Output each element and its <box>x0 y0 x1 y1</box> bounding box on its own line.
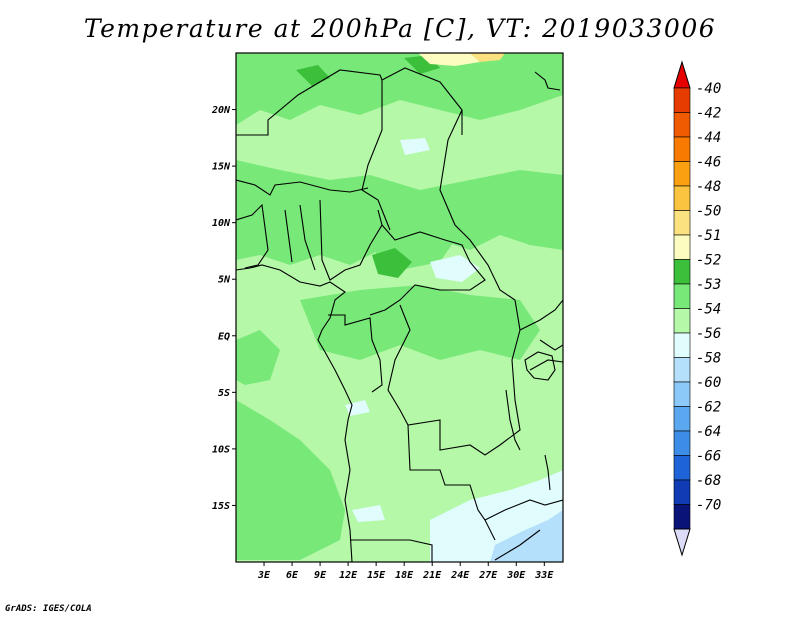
lon-tick-label: 24E <box>450 570 470 581</box>
colorbar-swatch <box>673 332 691 358</box>
colorbar-swatch <box>673 504 691 530</box>
colorbar-label: -44 <box>696 130 721 146</box>
colorbar-swatch <box>673 87 691 113</box>
colorbar-label: -64 <box>696 424 721 440</box>
boundary-southeast <box>484 499 563 561</box>
colorbar-label: -51 <box>696 228 721 244</box>
lat-tick-label: 5S <box>218 388 230 399</box>
colorbar-swatch <box>673 381 691 407</box>
colorbar-swatch <box>673 185 691 211</box>
field-region-56-patch-d <box>352 505 385 522</box>
colorbar-label: -58 <box>696 351 721 367</box>
colorbar-label: -50 <box>696 204 721 220</box>
boundary-benin-togo <box>284 204 316 271</box>
boundary-namibia <box>350 539 433 562</box>
lon-tick-label: 30E <box>506 570 526 581</box>
coastline-gulf-of-guinea <box>236 264 353 562</box>
colorbar-swatch <box>673 210 691 236</box>
colorbar-label: -70 <box>696 498 721 514</box>
colorbar-swatch <box>673 259 691 285</box>
lat-tick-label: 15S <box>212 501 230 512</box>
colorbar: -40 -42 -44 -46 -48 -50 -51 -52 -53 -54 -56 -58 -60 -… <box>673 60 721 557</box>
lon-tick-label: 3E <box>257 570 271 581</box>
colorbar-swatch <box>673 430 691 456</box>
colorbar-label: -48 <box>696 179 721 195</box>
colorbar-swatch <box>673 112 691 138</box>
temperature-field-contours <box>236 53 563 562</box>
coastline-lake-malawi <box>544 454 551 491</box>
lat-tick-label: EQ <box>218 331 230 342</box>
lon-tick-label: 6E <box>286 570 299 581</box>
colorbar-label: -62 <box>696 400 721 416</box>
lon-tick-label: 33E <box>534 570 554 581</box>
colorbar-label: -53 <box>696 277 721 293</box>
boundary-cameroon-car <box>369 224 486 316</box>
colorbar-swatch <box>673 136 691 162</box>
colorbar-swatch <box>673 357 691 383</box>
boundary-sahel-band <box>236 179 369 196</box>
credit-text: GrADS: IGES/COLA <box>5 604 92 614</box>
field-region-52-b <box>372 248 412 278</box>
field-region-58-se <box>490 510 563 562</box>
longitude-axis: 3E 6E 9E 12E 15E 18E 21E 24E 27E 30E 33E <box>257 562 554 581</box>
colorbar-bottom-arrow <box>673 528 691 557</box>
boundary-nigeria <box>319 199 383 281</box>
field-region-53-patch-b <box>440 300 530 340</box>
coastlines <box>236 71 561 562</box>
colorbar-top-arrow <box>673 60 691 89</box>
lat-tick-label: 15N <box>212 162 231 173</box>
field-region-50 <box>470 53 505 62</box>
colorbar-label: -46 <box>696 155 721 171</box>
field-region-56-patch-c <box>400 138 430 155</box>
boundary-angola-zambia <box>407 424 496 541</box>
boundary-sahara-north <box>236 67 463 136</box>
colorbar-swatch <box>673 308 691 334</box>
lon-tick-label: 15E <box>367 570 386 581</box>
colorbar-swatch <box>673 161 691 187</box>
colorbar-label: -40 <box>696 81 721 97</box>
map-panel: 20N 15N 10N 5N EQ 5S 10S 15S 3E 6E 9E 12E 15E 18E 21E… <box>211 52 564 581</box>
field-region-53-sw <box>236 400 345 560</box>
lon-tick-label: 12E <box>339 570 358 581</box>
lat-tick-label: 20N <box>211 105 231 116</box>
colorbar-swatch <box>673 283 691 309</box>
coastline-lake-victoria <box>524 351 556 381</box>
map-title: Temperature at 200hPa [C], VT: 201903300… <box>83 14 717 43</box>
colorbar-label: -52 <box>696 253 721 269</box>
colorbar-swatch <box>673 455 691 481</box>
boundary-east-africa <box>519 299 563 371</box>
colorbar-label: -68 <box>696 473 721 489</box>
colorbar-label: -54 <box>696 302 721 318</box>
field-region-56-patch-a <box>430 255 480 282</box>
latitude-axis: 20N 15N 10N 5N EQ 5S 10S 15S <box>211 105 236 512</box>
boundary-drc <box>387 299 521 456</box>
colorbar-label: -60 <box>696 375 721 391</box>
field-region-53-patch-c <box>236 330 280 385</box>
colorbar-label: -42 <box>696 106 721 122</box>
lon-tick-label: 21E <box>422 570 442 581</box>
colorbar-swatch <box>673 234 691 260</box>
boundary-west-africa <box>236 203 269 269</box>
lon-tick-label: 27E <box>478 570 498 581</box>
colorbar-label: -66 <box>696 449 721 465</box>
field-region-51 <box>418 53 480 66</box>
coastline-nile <box>534 71 561 91</box>
colorbar-label: -56 <box>696 326 721 342</box>
political-boundaries <box>236 67 563 562</box>
colorbar-swatch <box>673 406 691 432</box>
lon-tick-label: 9E <box>314 570 327 581</box>
boundary-niger-chad <box>361 80 391 231</box>
boundary-gabon-congo <box>328 314 383 393</box>
map-frame <box>235 52 564 563</box>
lon-tick-label: 18E <box>395 570 414 581</box>
colorbar-swatch <box>673 479 691 505</box>
lat-tick-label: 5N <box>218 275 231 286</box>
coastline-lake-tanganyika <box>505 389 521 451</box>
lat-tick-label: 10S <box>212 444 230 455</box>
lat-tick-label: 10N <box>212 218 231 229</box>
boundary-sudan-west <box>439 109 516 301</box>
